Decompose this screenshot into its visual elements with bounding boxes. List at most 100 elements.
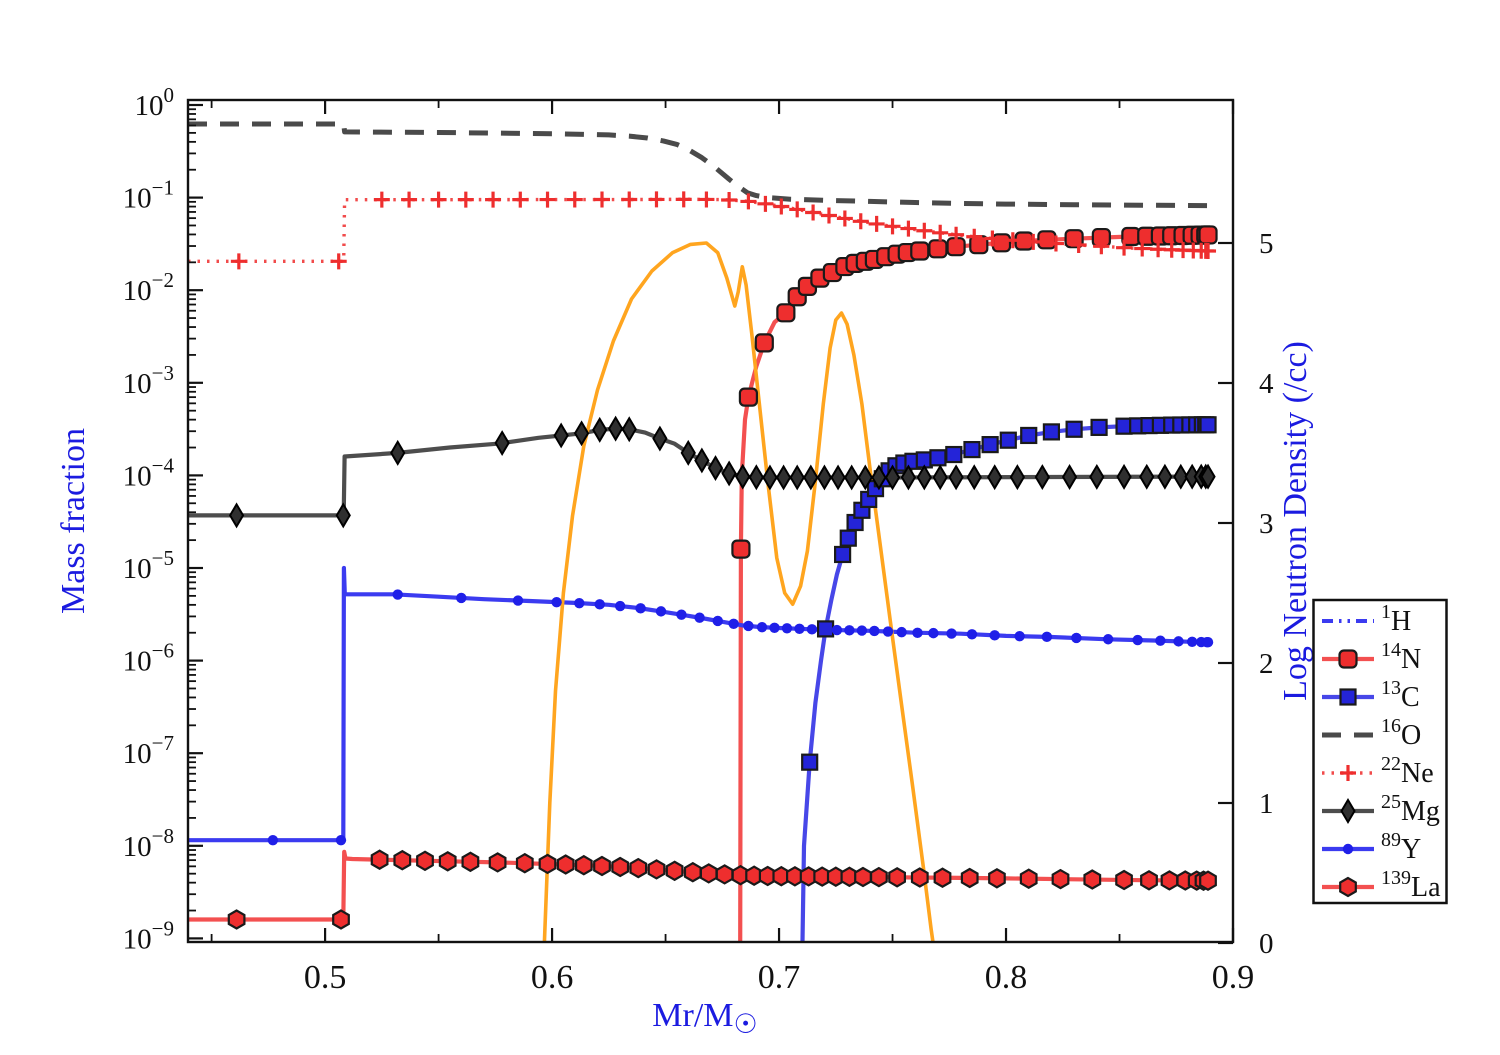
y-left-tick-label: 10−1 xyxy=(123,176,174,215)
marker-N14 xyxy=(910,241,930,261)
marker-Mg25 xyxy=(735,463,751,490)
marker-La139 xyxy=(1199,870,1217,891)
marker-Mg25 xyxy=(775,464,792,491)
marker-N14 xyxy=(776,303,796,323)
marker-C13 xyxy=(981,436,999,454)
marker-Mg25 xyxy=(1116,463,1132,490)
marker-Ne22 xyxy=(820,207,837,224)
marker-Y89 xyxy=(806,624,818,635)
marker-Mg25 xyxy=(553,422,569,449)
legend-item-H1: 1H xyxy=(1322,601,1411,637)
marker-Ne22 xyxy=(230,253,247,270)
marker-Mg25 xyxy=(987,464,1003,491)
marker-Mg25 xyxy=(748,464,765,491)
marker-Y89 xyxy=(1173,636,1184,647)
y-left-tick-label: 10−4 xyxy=(123,453,175,492)
marker-Y89 xyxy=(896,626,907,638)
marker-Mg25 xyxy=(573,420,590,447)
marker-Y89 xyxy=(1186,636,1198,648)
marker-N14 xyxy=(738,387,759,407)
series-line-Ne22 xyxy=(188,197,1209,263)
marker-C13 xyxy=(1065,420,1083,438)
marker-Y89 xyxy=(712,615,723,627)
y-left-tick-label: 10−8 xyxy=(123,824,174,863)
marker-Ne22 xyxy=(966,228,983,245)
legend-label-H1: 1H xyxy=(1381,601,1411,637)
marker-N14 xyxy=(1198,225,1218,245)
marker-Ne22 xyxy=(932,224,949,241)
marker-La139 xyxy=(332,909,350,930)
marker-Y89 xyxy=(946,628,957,639)
marker-Y89 xyxy=(512,595,524,606)
marker-Ne22 xyxy=(512,191,529,208)
y-left-tick-label: 100 xyxy=(135,83,175,122)
marker-Ne22 xyxy=(698,191,715,208)
marker-Mg25 xyxy=(789,464,805,491)
marker-Mg25 xyxy=(707,455,724,482)
legend-label-C13: 13C xyxy=(1381,677,1420,713)
marker-La139 xyxy=(933,867,952,888)
marker-Ne22 xyxy=(539,191,556,208)
marker-C13 xyxy=(1020,426,1038,445)
marker-Mg25 xyxy=(830,464,846,491)
marker-Y89 xyxy=(1342,843,1354,855)
marker-Mg25 xyxy=(1200,463,1216,490)
series-line-Y89 xyxy=(188,565,1209,843)
marker-La139 xyxy=(683,861,702,883)
marker-La139 xyxy=(869,866,888,888)
marker-C13 xyxy=(801,753,819,771)
marker-Ne22 xyxy=(868,215,885,232)
marker-Ne22 xyxy=(594,191,611,208)
y-right-tick-label: 4 xyxy=(1259,368,1274,400)
x-axis-title-sub: ☉ xyxy=(734,1009,758,1039)
marker-La139 xyxy=(715,864,734,885)
marker-Ne22 xyxy=(1200,243,1217,260)
marker-C13 xyxy=(834,545,852,564)
marker-C13 xyxy=(999,431,1017,449)
marker-Mg25 xyxy=(884,464,901,491)
marker-La139 xyxy=(1140,870,1158,891)
marker-La139 xyxy=(647,859,666,880)
marker-Mg25 xyxy=(1173,463,1189,490)
y-left-tick-label: 10−5 xyxy=(123,546,174,585)
marker-Y89 xyxy=(267,834,279,846)
y-axis-left-title: Mass fraction xyxy=(55,428,92,614)
marker-Ne22 xyxy=(916,222,933,239)
marker-Ne22 xyxy=(1093,238,1110,255)
marker-Ne22 xyxy=(1025,233,1042,250)
marker-Mg25 xyxy=(803,464,819,491)
marker-Y89 xyxy=(1014,630,1025,642)
marker-Ne22 xyxy=(430,191,447,208)
marker-La139 xyxy=(910,867,929,888)
marker-C13 xyxy=(963,440,981,459)
marker-Ne22 xyxy=(757,195,774,212)
legend-label-Y89: 89Y xyxy=(1381,829,1421,865)
marker-Ne22 xyxy=(1116,239,1133,256)
marker-La139 xyxy=(699,863,718,884)
y-axis-right-title: Log Neutron Density (/cc) xyxy=(1277,341,1314,701)
marker-La139 xyxy=(1051,868,1070,890)
marker-Y89 xyxy=(1071,632,1082,644)
marker-Y89 xyxy=(551,596,562,608)
x-axis-title-main: Mr/M xyxy=(652,997,733,1034)
marker-Mg25 xyxy=(228,502,245,529)
y-right-tick-label: 0 xyxy=(1259,928,1274,960)
marker-Ne22 xyxy=(485,191,502,208)
marker-Mg25 xyxy=(1139,463,1155,490)
marker-La139 xyxy=(370,849,389,870)
marker-N14 xyxy=(731,539,751,559)
marker-Ne22 xyxy=(1047,235,1064,252)
marker-Ne22 xyxy=(1134,240,1151,257)
marker-La139 xyxy=(1083,869,1102,890)
legend-item-Y89: 89Y xyxy=(1322,829,1421,865)
marker-C13 xyxy=(929,449,947,467)
marker-Ne22 xyxy=(675,191,692,208)
marker-Mg25 xyxy=(857,464,873,491)
marker-Mg25 xyxy=(335,502,351,529)
marker-Ne22 xyxy=(457,191,474,208)
x-axis-title: Mr/M☉ xyxy=(652,997,757,1039)
marker-Ne22 xyxy=(401,191,418,208)
marker-Ne22 xyxy=(721,191,738,208)
marker-Ne22 xyxy=(805,204,822,221)
